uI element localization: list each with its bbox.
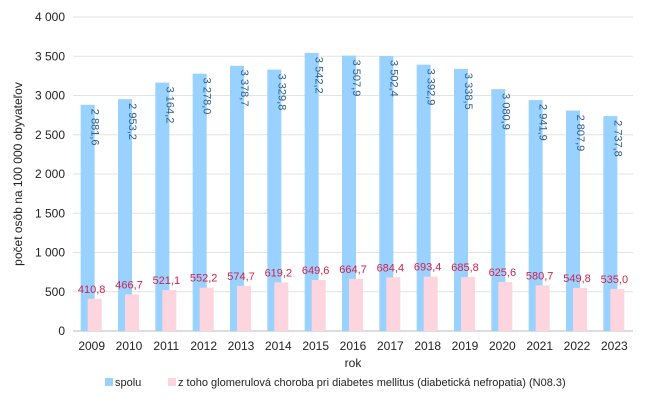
data-label-spolu: 3 080,9 — [499, 93, 511, 130]
x-tick-label: 2014 — [265, 339, 292, 353]
bar-spolu — [80, 104, 95, 331]
data-label-spolu: 3 329,8 — [275, 74, 287, 111]
data-label-nefropatia: 619,2 — [265, 267, 293, 279]
y-tick-label: 4 000 — [35, 10, 65, 24]
bar-nefropatia — [87, 298, 102, 331]
x-tick-label: 2017 — [377, 339, 404, 353]
data-label-spolu: 2 941,9 — [537, 104, 549, 141]
data-label-spolu: 2 737,8 — [611, 120, 623, 157]
data-label-spolu: 3 164,2 — [163, 87, 175, 124]
data-label-spolu: 2 881,6 — [89, 109, 101, 146]
bar-nefropatia — [274, 282, 289, 331]
y-tick-label: 1 500 — [35, 206, 65, 220]
bar-spolu — [192, 73, 207, 331]
bar-spolu — [118, 99, 132, 331]
bar-nefropatia — [498, 281, 513, 331]
data-label-spolu: 3 507,9 — [350, 60, 362, 97]
x-axis-label: rok — [345, 356, 363, 370]
data-label-spolu: 3 378,7 — [238, 70, 250, 107]
bar-spolu — [566, 110, 580, 331]
x-tick-label: 2009 — [78, 339, 105, 353]
x-tick-label: 2021 — [526, 339, 553, 353]
bar-spolu — [230, 65, 244, 332]
data-label-spolu: 2 953,2 — [126, 103, 138, 140]
bar-spolu — [454, 68, 468, 332]
legend-swatch-nefropatia — [168, 378, 176, 386]
data-label-nefropatia: 410,8 — [78, 284, 106, 296]
x-tick-label: 2010 — [116, 339, 143, 353]
bar-nefropatia — [610, 289, 625, 331]
y-tick-labels: 0 500 1 000 1 500 2 000 2 500 3 000 3 500 4 000 — [35, 10, 65, 338]
data-label-spolu: 2 807,9 — [574, 115, 586, 152]
x-tick-label: 2011 — [153, 339, 179, 353]
bar-nefropatia — [423, 276, 438, 331]
x-tick-label: 2012 — [190, 339, 217, 353]
bar-spolu — [416, 64, 431, 331]
y-tick-label: 3 000 — [35, 89, 65, 103]
data-label-nefropatia: 535,0 — [601, 274, 629, 286]
bars: 2 881,6 410,8 2 953,2 466,7 3 164,2 521,1 3 27… — [78, 52, 629, 332]
bar-spolu — [155, 82, 170, 332]
bar-nefropatia — [349, 278, 363, 331]
bar-nefropatia — [125, 294, 139, 331]
x-tick-labels: 2009 2010 2011 2012 2013 2014 2015 2016 2017 2018… — [78, 339, 628, 353]
bar-nefropatia — [199, 287, 214, 331]
bar-spolu — [267, 69, 282, 331]
y-tick-label: 2 000 — [35, 167, 65, 181]
data-label-nefropatia: 574,7 — [227, 271, 255, 283]
data-label-spolu: 3 542,2 — [313, 57, 325, 94]
data-label-nefropatia: 664,7 — [339, 264, 367, 276]
data-label-nefropatia: 466,7 — [115, 279, 143, 291]
bar-spolu — [491, 89, 506, 331]
data-label-spolu: 3 278,0 — [201, 78, 213, 115]
y-tick-label: 2 500 — [35, 128, 65, 142]
data-label-spolu: 3 392,9 — [425, 69, 437, 106]
y-tick-label: 1 000 — [35, 246, 65, 260]
bar-spolu — [379, 56, 394, 332]
x-tick-label: 2015 — [302, 339, 329, 353]
data-label-nefropatia: 580,7 — [526, 270, 554, 282]
data-label-nefropatia: 521,1 — [153, 275, 181, 287]
data-label-nefropatia: 693,4 — [414, 262, 442, 274]
bar-spolu — [342, 55, 356, 331]
legend-label-nefropatia: z toho glomerulová choroba pri diabetes … — [178, 377, 566, 389]
bar-nefropatia — [535, 285, 550, 331]
data-label-nefropatia: 685,8 — [451, 262, 479, 274]
y-tick-label: 3 500 — [35, 49, 65, 63]
bar-nefropatia — [386, 277, 401, 331]
bar-nefropatia — [311, 280, 326, 331]
x-tick-label: 2020 — [489, 339, 516, 353]
data-label-nefropatia: 684,4 — [377, 262, 405, 274]
bar-nefropatia — [461, 277, 475, 331]
x-tick-label: 2016 — [340, 339, 367, 353]
data-label-nefropatia: 649,6 — [302, 265, 330, 277]
y-tick-label: 500 — [45, 285, 65, 299]
data-label-nefropatia: 625,6 — [489, 267, 517, 279]
legend: spolu z toho glomerulová choroba pri dia… — [105, 377, 566, 389]
bar-nefropatia — [162, 290, 177, 331]
data-label-spolu: 3 338,5 — [462, 73, 474, 110]
bar-spolu — [528, 100, 543, 331]
y-axis-label: počet osôb na 100 000 obyvateľov — [11, 82, 25, 266]
x-tick-label: 2022 — [564, 339, 591, 353]
legend-swatch-spolu — [105, 378, 113, 386]
bar-nefropatia — [573, 287, 587, 331]
bar-nefropatia — [237, 285, 251, 331]
x-tick-label: 2013 — [228, 339, 255, 353]
data-label-spolu: 3 502,4 — [387, 60, 399, 97]
data-label-nefropatia: 549,8 — [563, 273, 591, 285]
bar-spolu — [304, 52, 319, 331]
x-tick-label: 2019 — [452, 339, 479, 353]
x-tick-label: 2023 — [601, 339, 628, 353]
y-tick-label: 0 — [58, 324, 65, 338]
bar-spolu — [603, 116, 618, 331]
data-label-nefropatia: 552,2 — [190, 273, 218, 285]
legend-label-spolu: spolu — [115, 377, 141, 389]
x-tick-label: 2018 — [414, 339, 441, 353]
